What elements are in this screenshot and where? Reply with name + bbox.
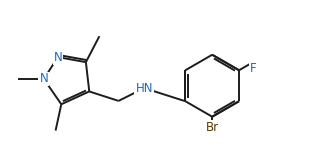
Text: F: F (250, 62, 256, 75)
Text: HN: HN (135, 82, 153, 95)
Text: N: N (39, 73, 48, 85)
Text: Br: Br (206, 121, 219, 134)
Text: N: N (53, 51, 62, 64)
